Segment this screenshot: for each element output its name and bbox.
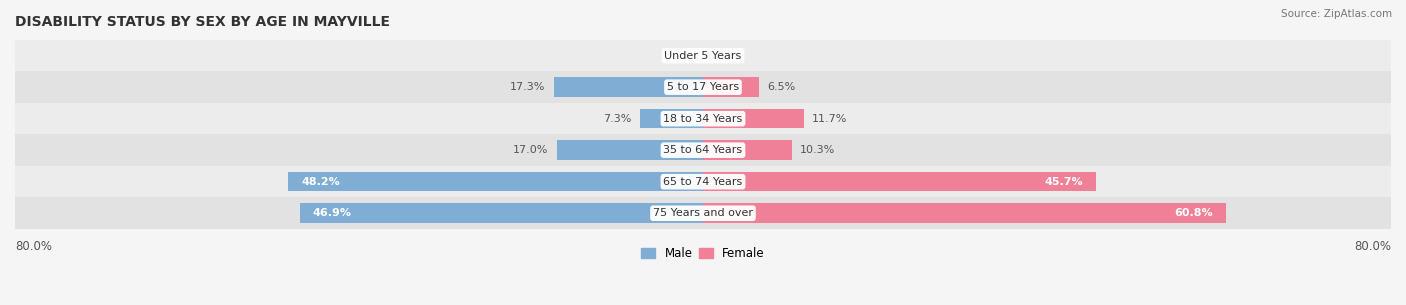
Bar (703, 203, 1226, 223)
Bar (703, 140, 792, 160)
Bar (554, 77, 703, 97)
Bar (15, 71, 1391, 103)
Text: 46.9%: 46.9% (312, 208, 352, 218)
Text: Source: ZipAtlas.com: Source: ZipAtlas.com (1281, 9, 1392, 19)
Bar (15, 103, 1391, 135)
Text: 80.0%: 80.0% (15, 240, 52, 253)
Bar (703, 109, 804, 128)
Text: 60.8%: 60.8% (1174, 208, 1213, 218)
Text: 10.3%: 10.3% (800, 145, 835, 155)
Text: 75 Years and over: 75 Years and over (652, 208, 754, 218)
Bar (15, 166, 1391, 197)
Text: 0.0%: 0.0% (671, 51, 699, 61)
Text: 6.5%: 6.5% (768, 82, 796, 92)
Text: 35 to 64 Years: 35 to 64 Years (664, 145, 742, 155)
Text: 11.7%: 11.7% (813, 114, 848, 124)
Text: 0.0%: 0.0% (707, 51, 735, 61)
Text: 45.7%: 45.7% (1045, 177, 1083, 187)
Bar (15, 135, 1391, 166)
Text: 17.0%: 17.0% (513, 145, 548, 155)
Bar (299, 203, 703, 223)
Bar (15, 197, 1391, 229)
Text: 65 to 74 Years: 65 to 74 Years (664, 177, 742, 187)
Text: 18 to 34 Years: 18 to 34 Years (664, 114, 742, 124)
Bar (288, 172, 703, 192)
Bar (557, 140, 703, 160)
Text: 48.2%: 48.2% (301, 177, 340, 187)
Text: 17.3%: 17.3% (510, 82, 546, 92)
Text: DISABILITY STATUS BY SEX BY AGE IN MAYVILLE: DISABILITY STATUS BY SEX BY AGE IN MAYVI… (15, 15, 389, 29)
Bar (15, 40, 1391, 71)
Legend: Male, Female: Male, Female (637, 242, 769, 265)
Text: 7.3%: 7.3% (603, 114, 631, 124)
Bar (703, 172, 1097, 192)
Text: Under 5 Years: Under 5 Years (665, 51, 741, 61)
Text: 5 to 17 Years: 5 to 17 Years (666, 82, 740, 92)
Bar (703, 77, 759, 97)
Bar (640, 109, 703, 128)
Text: 80.0%: 80.0% (1354, 240, 1391, 253)
